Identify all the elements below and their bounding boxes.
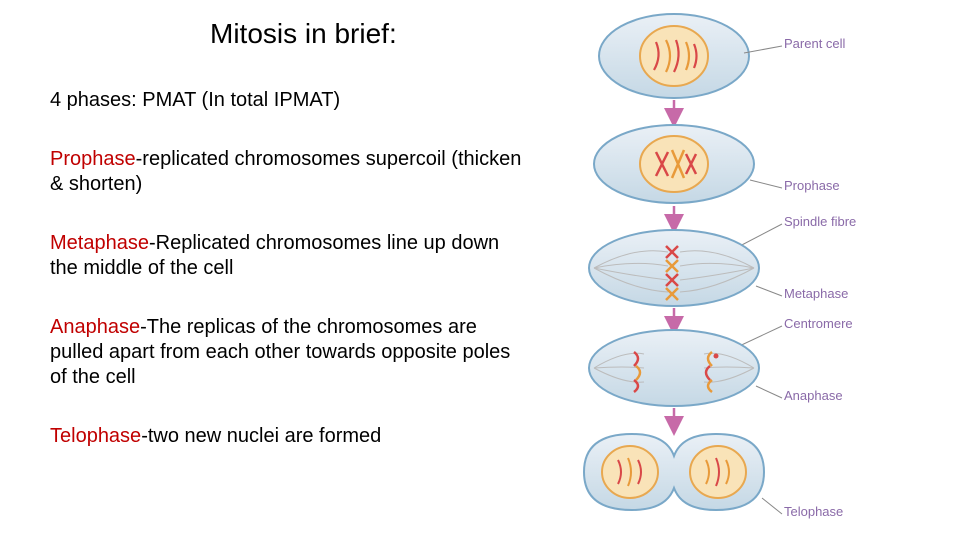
diagram-column: Parent cell Prophase Spindle fibre bbox=[530, 0, 960, 540]
phase-name-prophase: Prophase bbox=[50, 148, 136, 170]
phase-metaphase: Metaphase-Replicated chromosomes line up… bbox=[50, 231, 530, 281]
stage-anaphase bbox=[589, 330, 759, 406]
stage-prophase bbox=[594, 125, 754, 203]
centromere-dot bbox=[714, 354, 719, 359]
text-column: Mitosis in brief: 4 phases: PMAT (In tot… bbox=[0, 0, 530, 540]
stage-parent-cell bbox=[599, 14, 749, 98]
label-telophase: Telophase bbox=[784, 504, 843, 519]
callout-line-prophase bbox=[750, 180, 782, 188]
callout-line-spindle bbox=[736, 224, 782, 248]
phase-name-metaphase: Metaphase bbox=[50, 232, 149, 254]
stage-metaphase bbox=[589, 230, 759, 306]
phase-name-telophase: Telophase bbox=[50, 425, 141, 447]
label-parent-cell: Parent cell bbox=[784, 36, 846, 51]
callout-line-anaphase bbox=[756, 386, 782, 398]
page-title: Mitosis in brief: bbox=[210, 18, 530, 50]
stage-telophase bbox=[584, 434, 764, 510]
phase-prophase: Prophase-replicated chromosomes supercoi… bbox=[50, 147, 530, 197]
callout-line-metaphase bbox=[756, 286, 782, 296]
phase-telophase: Telophase-two new nuclei are formed bbox=[50, 424, 530, 449]
phase-desc-telophase: -two new nuclei are formed bbox=[141, 425, 381, 447]
callout-line-telophase bbox=[762, 498, 782, 514]
label-anaphase: Anaphase bbox=[784, 388, 843, 403]
label-prophase: Prophase bbox=[784, 178, 840, 193]
mitosis-diagram: Parent cell Prophase Spindle fibre bbox=[544, 8, 924, 528]
label-metaphase: Metaphase bbox=[784, 286, 848, 301]
label-spindle-fibre: Spindle fibre bbox=[784, 214, 856, 229]
phase-name-anaphase: Anaphase bbox=[50, 316, 140, 338]
intro-paragraph: 4 phases: PMAT (In total IPMAT) bbox=[50, 88, 530, 113]
label-centromere: Centromere bbox=[784, 316, 853, 331]
phase-anaphase: Anaphase-The replicas of the chromosomes… bbox=[50, 315, 530, 390]
callout-line-parent bbox=[744, 46, 782, 53]
